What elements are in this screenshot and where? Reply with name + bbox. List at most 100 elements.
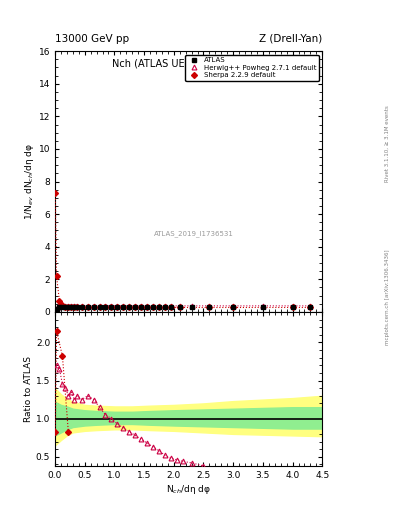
Herwig++ Powheg 2.7.1 default [139,303,143,309]
Herwig++ Powheg 2.7.1 default [145,303,149,309]
Sherpa 2.2.9 default [133,305,138,311]
ATLAS [54,306,59,312]
ATLAS [85,304,90,310]
Herwig++ Powheg 2.7.1 default [63,303,68,309]
Sherpa 2.2.9 default [103,305,108,311]
Herwig++ Powheg 2.7.1 default [133,303,138,309]
Text: 13000 GeV pp: 13000 GeV pp [55,33,129,44]
Herwig++ Powheg 2.7.1 default [85,303,90,309]
Line: ATLAS: ATLAS [54,305,312,311]
ATLAS [290,304,295,310]
Sherpa 2.2.9 default [156,305,161,311]
X-axis label: N$_{ch}$/dη dφ: N$_{ch}$/dη dφ [166,482,211,496]
ATLAS [66,304,71,310]
Legend: ATLAS, Herwig++ Powheg 2.7.1 default, Sherpa 2.2.9 default: ATLAS, Herwig++ Powheg 2.7.1 default, Sh… [185,55,319,81]
Herwig++ Powheg 2.7.1 default [54,305,59,311]
ATLAS [103,304,108,310]
ATLAS [72,304,77,310]
Sherpa 2.2.9 default [54,273,59,279]
Sherpa 2.2.9 default [97,305,102,311]
ATLAS [145,304,149,310]
ATLAS [63,304,68,310]
Y-axis label: Ratio to ATLAS: Ratio to ATLAS [24,356,33,422]
ATLAS [109,304,114,310]
ATLAS [79,304,84,310]
Herwig++ Powheg 2.7.1 default [308,303,313,309]
Line: Herwig++ Powheg 2.7.1 default: Herwig++ Powheg 2.7.1 default [54,303,313,311]
Herwig++ Powheg 2.7.1 default [91,303,96,309]
Herwig++ Powheg 2.7.1 default [231,303,235,309]
ATLAS [60,304,65,310]
Sherpa 2.2.9 default [139,305,143,311]
ATLAS [308,304,313,310]
ATLAS [151,304,155,310]
Herwig++ Powheg 2.7.1 default [75,303,80,309]
Herwig++ Powheg 2.7.1 default [163,303,167,309]
Text: Nch (ATLAS UE in Z production): Nch (ATLAS UE in Z production) [112,59,266,69]
Sherpa 2.2.9 default [151,305,155,311]
Herwig++ Powheg 2.7.1 default [69,303,74,309]
Sherpa 2.2.9 default [60,302,65,308]
Herwig++ Powheg 2.7.1 default [72,303,77,309]
ATLAS [91,304,96,310]
Text: Z (Drell-Yan): Z (Drell-Yan) [259,33,322,44]
Herwig++ Powheg 2.7.1 default [261,303,265,309]
Herwig++ Powheg 2.7.1 default [151,303,155,309]
ATLAS [189,304,194,310]
ATLAS [261,304,265,310]
Y-axis label: 1/N$_{ev}$ dN$_{ch}$/dη dφ: 1/N$_{ev}$ dN$_{ch}$/dη dφ [23,143,36,220]
Sherpa 2.2.9 default [145,305,149,311]
Line: Sherpa 2.2.9 default: Sherpa 2.2.9 default [53,191,312,310]
Sherpa 2.2.9 default [177,305,182,311]
Text: Rivet 3.1.10, ≥ 3.1M events: Rivet 3.1.10, ≥ 3.1M events [385,105,389,182]
ATLAS [169,304,173,310]
ATLAS [121,304,126,310]
Herwig++ Powheg 2.7.1 default [121,303,126,309]
Sherpa 2.2.9 default [66,304,71,310]
Herwig++ Powheg 2.7.1 default [79,303,84,309]
Text: ATLAS_2019_I1736531: ATLAS_2019_I1736531 [154,230,234,237]
Sherpa 2.2.9 default [57,298,62,304]
Sherpa 2.2.9 default [231,305,235,311]
ATLAS [97,304,102,310]
Herwig++ Powheg 2.7.1 default [189,303,194,309]
Herwig++ Powheg 2.7.1 default [207,303,212,309]
ATLAS [57,304,62,310]
Herwig++ Powheg 2.7.1 default [290,303,295,309]
Sherpa 2.2.9 default [72,305,77,311]
ATLAS [69,304,74,310]
Herwig++ Powheg 2.7.1 default [127,303,132,309]
ATLAS [127,304,132,310]
Herwig++ Powheg 2.7.1 default [177,303,182,309]
Herwig++ Powheg 2.7.1 default [97,303,102,309]
Sherpa 2.2.9 default [63,304,68,310]
Herwig++ Powheg 2.7.1 default [103,303,108,309]
ATLAS [139,304,143,310]
Herwig++ Powheg 2.7.1 default [60,302,65,308]
ATLAS [115,304,120,310]
ATLAS [156,304,161,310]
Sherpa 2.2.9 default [127,305,132,311]
ATLAS [133,304,138,310]
Text: mcplots.cern.ch [arXiv:1306.3436]: mcplots.cern.ch [arXiv:1306.3436] [385,249,389,345]
Sherpa 2.2.9 default [91,305,96,311]
ATLAS [163,304,167,310]
Sherpa 2.2.9 default [69,305,74,311]
ATLAS [177,304,182,310]
ATLAS [75,304,80,310]
ATLAS [231,304,235,310]
Sherpa 2.2.9 default [163,305,167,311]
Herwig++ Powheg 2.7.1 default [115,303,120,309]
Herwig++ Powheg 2.7.1 default [57,302,62,308]
Sherpa 2.2.9 default [53,190,58,196]
Sherpa 2.2.9 default [109,305,114,311]
ATLAS [207,304,212,310]
Sherpa 2.2.9 default [169,305,173,311]
Sherpa 2.2.9 default [115,305,120,311]
Sherpa 2.2.9 default [121,305,126,311]
Sherpa 2.2.9 default [290,305,295,311]
Herwig++ Powheg 2.7.1 default [156,303,161,309]
Sherpa 2.2.9 default [207,305,212,311]
Sherpa 2.2.9 default [308,305,313,311]
Sherpa 2.2.9 default [79,305,84,311]
